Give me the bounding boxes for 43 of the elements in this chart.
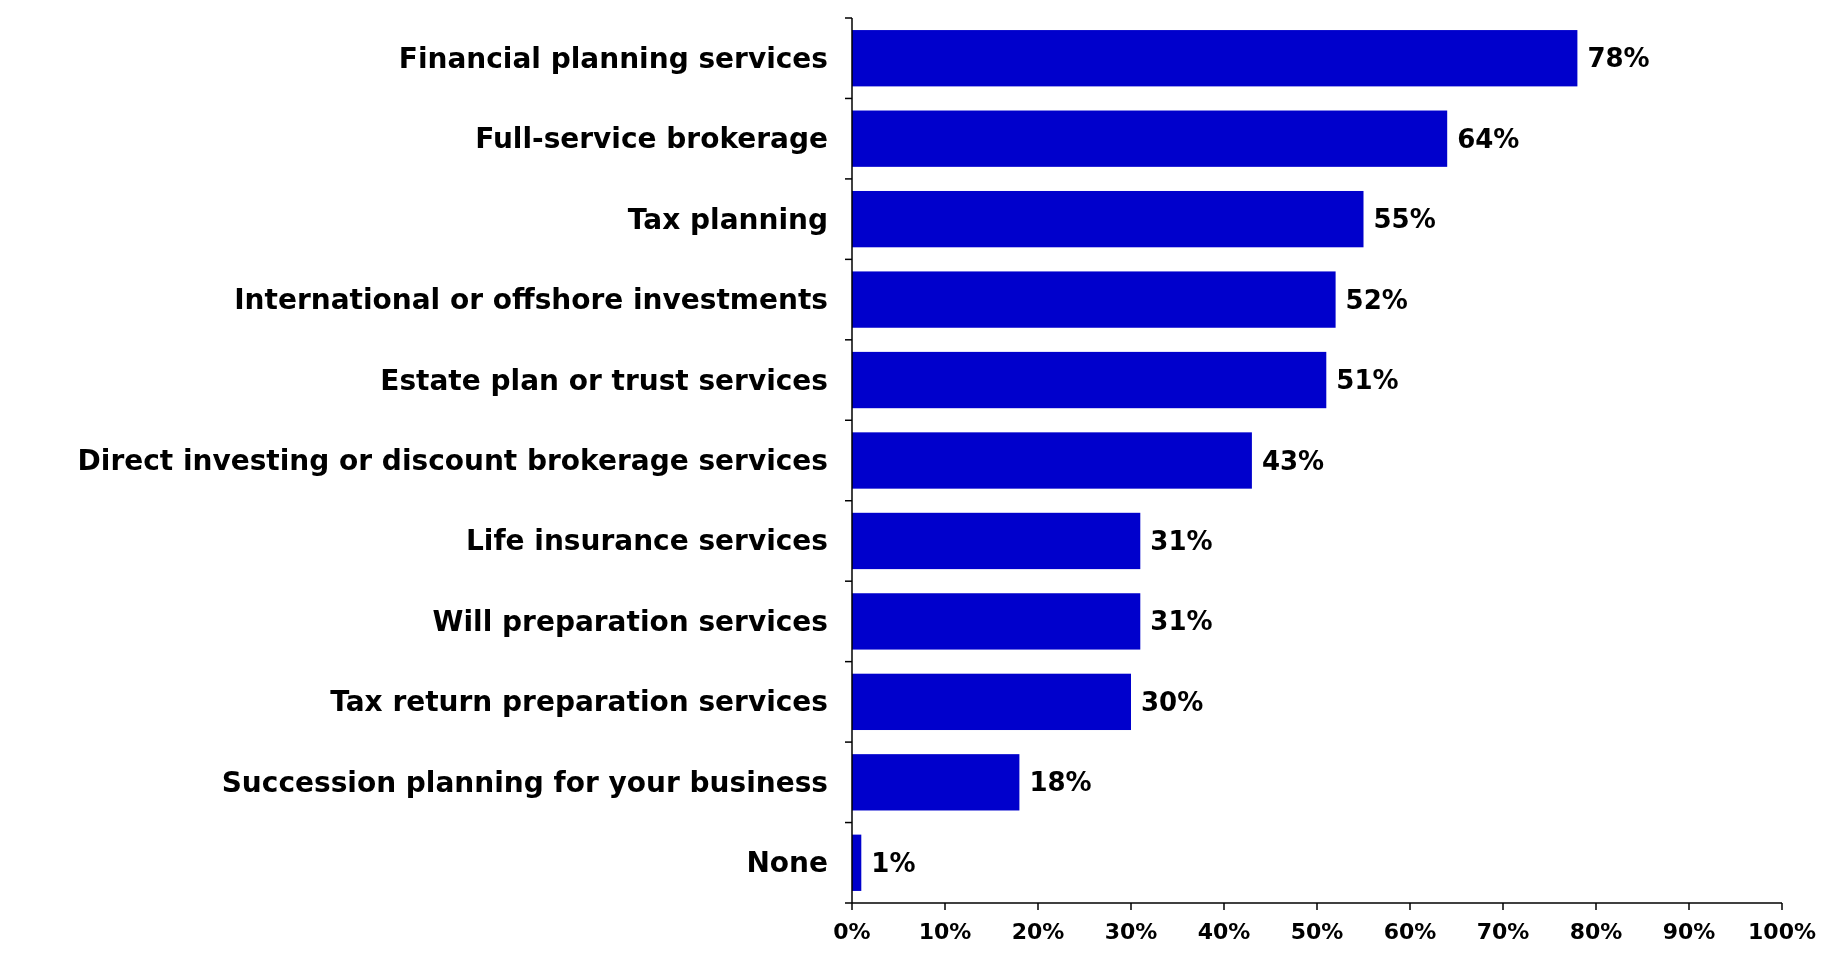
x-tick-label: 0% <box>833 919 871 944</box>
y-tick-label: Life insurance services <box>465 524 828 558</box>
x-tick-label: 90% <box>1662 919 1716 944</box>
y-tick-label: Financial planning services <box>398 41 828 75</box>
x-tick-label: 30% <box>1104 919 1158 944</box>
data-label: 52% <box>1345 284 1408 315</box>
bar <box>852 754 1020 811</box>
data-label: 64% <box>1457 123 1520 154</box>
data-label: 51% <box>1336 365 1399 396</box>
y-tick-label: Full-service brokerage <box>475 122 828 156</box>
data-label: 18% <box>1029 767 1092 798</box>
bar <box>852 190 1364 248</box>
bar <box>852 110 1448 167</box>
y-tick-label: Estate plan or trust services <box>380 363 828 397</box>
bar <box>852 30 1578 87</box>
y-tick-label: Succession planning for your business <box>221 765 828 799</box>
x-tick-label: 70% <box>1476 919 1530 944</box>
x-tick-label: 20% <box>1011 919 1065 944</box>
data-label: 55% <box>1373 204 1436 235</box>
y-tick-label: International or offshore investments <box>234 283 828 317</box>
x-tick-label: 10% <box>918 919 972 944</box>
y-tick-label: Will preparation services <box>432 604 828 638</box>
data-label: 78% <box>1587 43 1650 74</box>
data-label: 31% <box>1150 525 1213 556</box>
y-tick-label: None <box>746 846 828 880</box>
bar <box>852 271 1336 328</box>
bar <box>852 351 1327 409</box>
y-tick-label: Tax return preparation services <box>330 685 828 719</box>
y-tick-label: Direct investing or discount brokerage services <box>77 444 828 477</box>
x-tick-label: 40% <box>1197 919 1251 944</box>
data-label: 30% <box>1141 686 1204 717</box>
y-tick-label: Tax planning <box>627 202 828 236</box>
bar <box>852 432 1252 489</box>
bar <box>852 512 1141 570</box>
data-label: 1% <box>871 847 916 878</box>
bar <box>852 673 1131 731</box>
x-tick-label: 80% <box>1569 919 1623 944</box>
x-tick-label: 100% <box>1748 919 1816 944</box>
x-tick-label: 60% <box>1383 919 1437 944</box>
bar <box>852 593 1141 650</box>
data-label: 43% <box>1261 445 1325 476</box>
data-label: 31% <box>1150 606 1213 637</box>
x-tick-label: 50% <box>1290 919 1344 944</box>
